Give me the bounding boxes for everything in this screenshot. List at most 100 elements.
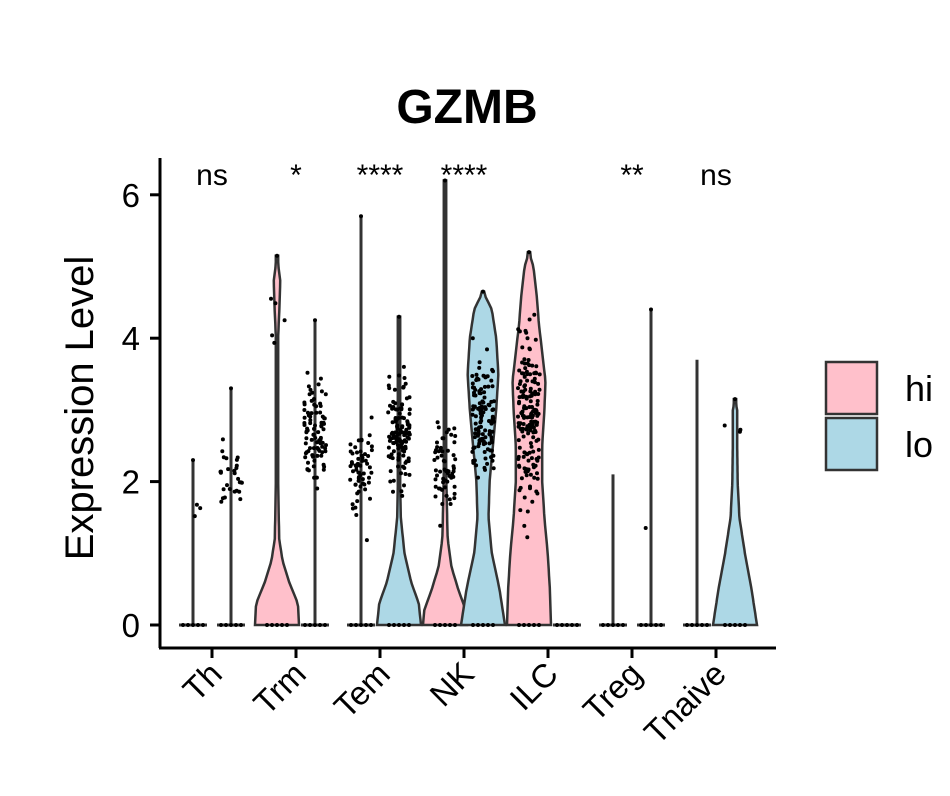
data-point (308, 446, 312, 450)
data-point (313, 623, 317, 627)
data-point (738, 623, 742, 627)
data-point (387, 375, 391, 379)
data-point (449, 433, 453, 437)
data-point (518, 508, 522, 512)
data-point (387, 446, 391, 450)
data-point (313, 318, 317, 322)
violin-body (713, 399, 757, 625)
data-point (526, 510, 530, 514)
data-point (471, 459, 475, 463)
data-point (357, 479, 361, 483)
data-point (364, 623, 368, 627)
data-point (191, 623, 195, 627)
x-tick-label-th: Th (176, 655, 229, 708)
data-point (234, 623, 238, 627)
data-point (302, 421, 306, 425)
data-point (283, 318, 287, 322)
axes (159, 158, 776, 648)
data-point (527, 358, 531, 362)
data-point (406, 435, 410, 439)
data-point (224, 623, 228, 627)
data-point (370, 448, 374, 452)
data-point (575, 623, 579, 627)
data-point (226, 467, 230, 471)
data-point (222, 487, 226, 491)
violin-tnaive-lo (713, 397, 757, 627)
y-ticks: 0 2 4 6 (122, 177, 160, 644)
data-point (452, 426, 456, 430)
data-point (436, 420, 440, 424)
violin-ilc-hi (507, 250, 551, 627)
data-point (452, 453, 456, 457)
data-point (441, 477, 445, 481)
data-point (524, 329, 528, 333)
x-ticks: Th Trm Tem NK ILC TregTnaive (176, 648, 733, 751)
data-point (186, 623, 190, 627)
data-point (229, 386, 233, 390)
data-point (478, 360, 482, 364)
data-point (387, 384, 391, 388)
data-point (481, 623, 485, 627)
data-point (538, 388, 542, 392)
data-point (348, 478, 352, 482)
data-point (435, 445, 439, 449)
data-point (523, 388, 527, 392)
data-point (404, 472, 408, 476)
data-point (489, 379, 493, 383)
data-point (471, 382, 475, 386)
data-point (481, 290, 485, 294)
data-point (517, 401, 521, 405)
data-point (517, 455, 521, 459)
data-point (273, 301, 277, 305)
data-point (453, 485, 457, 489)
data-point (275, 623, 279, 627)
data-point (302, 401, 306, 405)
data-point (368, 433, 372, 437)
significance-trm: * (290, 159, 302, 192)
data-point (440, 454, 444, 458)
data-point (530, 445, 534, 449)
data-point (441, 436, 445, 440)
data-point (399, 407, 403, 411)
data-point (366, 454, 370, 458)
legend-swatch-hi (826, 362, 877, 414)
data-point (275, 254, 279, 258)
data-point (529, 399, 533, 403)
significance-tnaive: ns (700, 159, 732, 192)
data-point (435, 441, 439, 445)
data-point (448, 623, 452, 627)
data-point (733, 623, 737, 627)
data-point (524, 452, 528, 456)
data-point (529, 473, 533, 477)
data-point (492, 466, 496, 470)
data-point (312, 464, 316, 468)
data-point (491, 384, 495, 388)
data-point (221, 437, 225, 441)
data-point (534, 371, 538, 375)
data-point (370, 416, 374, 420)
data-point (399, 489, 403, 493)
data-point (470, 450, 474, 454)
data-point (233, 471, 237, 475)
data-point (534, 338, 538, 342)
data-point (527, 468, 531, 472)
data-point (365, 462, 369, 466)
data-point (447, 469, 451, 473)
data-point (434, 495, 438, 499)
data-point (738, 428, 742, 432)
data-point (470, 374, 474, 378)
data-point (523, 496, 527, 500)
data-point (518, 329, 522, 333)
data-point (535, 439, 539, 443)
data-point (560, 623, 564, 627)
data-point (319, 424, 323, 428)
data-point (312, 427, 316, 431)
data-point (401, 454, 405, 458)
data-point (449, 476, 453, 480)
data-point (490, 422, 494, 426)
x-tick-label-trm: Trm (246, 655, 313, 722)
data-point (400, 424, 404, 428)
data-point (527, 347, 531, 351)
data-point (565, 623, 569, 627)
data-point (355, 491, 359, 495)
